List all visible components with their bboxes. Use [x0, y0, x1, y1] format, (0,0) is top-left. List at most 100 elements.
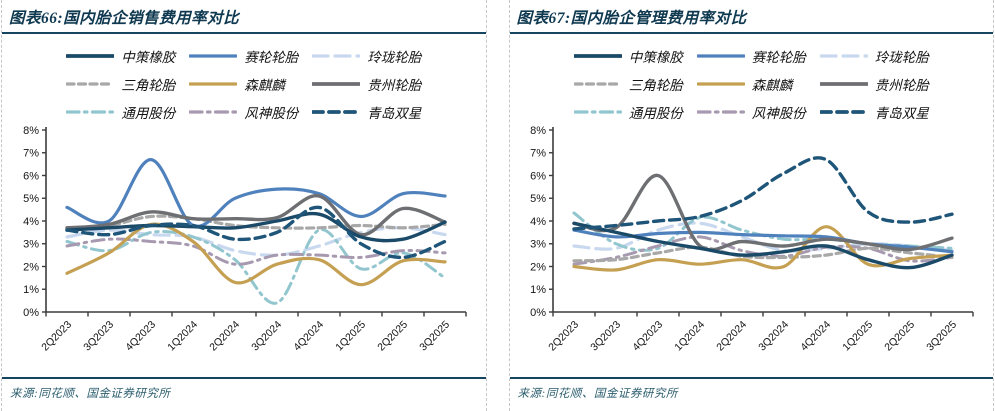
legend-label: 中策橡胶 — [628, 50, 683, 65]
legend-label: 中策橡胶 — [121, 50, 176, 65]
x-tick-label: 4Q2024 — [291, 319, 326, 354]
legend-line-swatch — [573, 82, 622, 86]
figure-67-title: 图表67:国内胎企管理费用率对比 — [509, 0, 993, 34]
y-tick-label: 1% — [23, 284, 39, 296]
legend-line-swatch — [819, 82, 868, 86]
line-chart: 0%1%2%3%4%5%6%7%8%2Q2023 3Q2023 4Q2023 1Q20… — [23, 125, 467, 354]
legend-item-三角轮胎: 三角轮胎 — [66, 74, 175, 94]
x-tick-label: 3Q2025 — [417, 319, 452, 354]
series-line-青岛双星 — [572, 156, 954, 231]
legend-line-swatch — [573, 54, 622, 58]
legend-label: 通用股份 — [628, 106, 683, 121]
y-tick-label: 2% — [23, 261, 39, 273]
legend-label: 森麒麟 — [244, 78, 285, 93]
y-tick-label: 6% — [23, 170, 39, 182]
figure-66-legend: 中策橡胶 赛轮轮胎 玲珑轮胎三角轮胎 森麒麟 贵州轮胎通用股份 风神股份 青岛双星 — [6, 46, 482, 122]
y-tick-label: 8% — [530, 125, 546, 137]
series-line-中策橡胶 — [572, 221, 954, 270]
x-tick-label: 3Q2023 — [81, 319, 116, 354]
x-tick-label: 2Q2024 — [714, 319, 749, 354]
legend-item-赛轮轮胎: 赛轮轮胎 — [696, 46, 806, 66]
legend-label: 贵州轮胎 — [367, 78, 422, 93]
series-line-三角轮胎 — [65, 214, 447, 230]
series-line-贵州轮胎 — [572, 173, 954, 252]
y-tick-label: 6% — [530, 170, 546, 182]
legend-item-贵州轮胎: 贵州轮胎 — [312, 74, 421, 94]
x-tick-label: 3Q2024 — [756, 319, 791, 354]
legend-label: 风神股份 — [751, 106, 806, 121]
x-tick-label: 3Q2024 — [249, 319, 284, 354]
y-tick-label: 8% — [23, 125, 39, 137]
legend-line-swatch — [696, 82, 745, 86]
legend-line-swatch — [819, 110, 868, 114]
source-note: 来源:同花顺、国金证券研究所 — [10, 388, 171, 400]
x-tick-label: 3Q2025 — [924, 319, 959, 354]
legend-line-swatch — [312, 82, 361, 86]
figure-67-legend: 中策橡胶 赛轮轮胎 玲珑轮胎 三角轮胎 森麒麟 贵州轮胎 通用股份 风神股份 青岛双星 — [514, 46, 990, 122]
figure-67-panel: 图表67:国内胎企管理费用率对比 中策橡胶 赛轮轮胎 玲珑轮胎三角轮胎 森麒麟 贵州轮胎… — [508, 0, 994, 411]
y-tick-label: 1% — [530, 284, 546, 296]
series-line-青岛双星 — [65, 205, 447, 260]
x-tick-label: 1Q2025 — [840, 319, 875, 354]
legend-item-森麒麟: 森麒麟 — [189, 74, 298, 94]
legend-label: 玲珑轮胎 — [367, 50, 422, 65]
legend-label: 青岛双星 — [367, 106, 422, 121]
legend-item-玲珑轮胎: 玲珑轮胎 — [819, 46, 929, 66]
legend-label: 森麒麟 — [751, 78, 793, 93]
legend-line-swatch — [312, 110, 361, 114]
x-tick-label: 1Q2024 — [165, 319, 200, 354]
legend-item-中策橡胶: 中策橡胶 — [573, 46, 683, 66]
legend-label: 三角轮胎 — [628, 78, 683, 93]
legend-label: 贵州轮胎 — [874, 78, 929, 93]
series-line-中策橡胶 — [65, 211, 447, 243]
x-tick-label: 1Q2025 — [333, 319, 368, 354]
y-tick-label: 0% — [530, 307, 546, 319]
x-tick-label: 4Q2023 — [123, 319, 158, 354]
y-tick-label: 5% — [530, 193, 546, 205]
y-tick-label: 3% — [23, 239, 39, 251]
y-tick-label: 7% — [23, 148, 39, 160]
legend-label: 通用股份 — [121, 106, 176, 121]
legend-label: 玲珑轮胎 — [874, 50, 929, 65]
figure-66-title: 图表66:国内胎企销售费用率对比 — [2, 0, 486, 34]
series-line-赛轮轮胎 — [65, 158, 447, 229]
series-line-贵州轮胎 — [65, 194, 447, 237]
footer-divider — [509, 376, 993, 379]
y-tick-label: 7% — [530, 148, 546, 160]
series-line-三角轮胎 — [572, 245, 954, 263]
y-tick-label: 4% — [23, 216, 39, 228]
x-tick-label: 4Q2023 — [630, 319, 665, 354]
series-line-风神股份 — [65, 237, 447, 266]
legend-item-森麒麟: 森麒麟 — [696, 74, 806, 94]
figure-66-chart: 0% 1% 2% 3% 4% 5% 6% 7% 8% 2Q2023 3Q2023 4Q2023 1Q20… — [2, 124, 486, 364]
legend-item-风神股份: 风神股份 — [189, 102, 298, 122]
x-tick-label: 3Q2023 — [588, 319, 623, 354]
y-tick-label: 2% — [530, 261, 546, 273]
legend-item-玲珑轮胎: 玲珑轮胎 — [312, 46, 421, 66]
legend-label: 赛轮轮胎 — [244, 50, 299, 65]
figure-67-footer: 来源:同花顺、国金证券研究所 — [509, 376, 993, 411]
legend-line-swatch — [189, 82, 238, 86]
legend-line-swatch — [573, 110, 622, 114]
x-tick-label: 2Q2023 — [546, 319, 581, 354]
legend-line-swatch — [312, 54, 361, 58]
legend-label: 风神股份 — [244, 106, 299, 121]
legend-item-通用股份: 通用股份 — [66, 102, 175, 122]
legend-item-风神股份: 风神股份 — [696, 102, 806, 122]
legend-item-贵州轮胎: 贵州轮胎 — [819, 74, 929, 94]
legend-item-赛轮轮胎: 赛轮轮胎 — [189, 46, 298, 66]
x-tick-label: 4Q2024 — [798, 319, 833, 354]
figure-66-footer: 来源:同花顺、国金证券研究所 — [2, 376, 486, 411]
series-line-森麒麟 — [65, 222, 447, 287]
legend-item-中策橡胶: 中策橡胶 — [66, 46, 175, 66]
series-line-玲珑轮胎 — [65, 226, 447, 257]
y-tick-label: 4% — [530, 216, 546, 228]
legend-line-swatch — [696, 54, 745, 58]
legend-line-swatch — [696, 110, 745, 114]
x-tick-label: 2Q2024 — [207, 319, 242, 354]
x-tick-label: 2Q2025 — [375, 319, 410, 354]
figure-66-panel: 图表66:国内胎企销售费用率对比 中策橡胶 赛轮轮胎 玲珑轮胎三角轮胎 森麒麟 贵州轮胎… — [1, 0, 487, 411]
legend-line-swatch — [819, 54, 868, 58]
legend-line-swatch — [66, 54, 115, 58]
